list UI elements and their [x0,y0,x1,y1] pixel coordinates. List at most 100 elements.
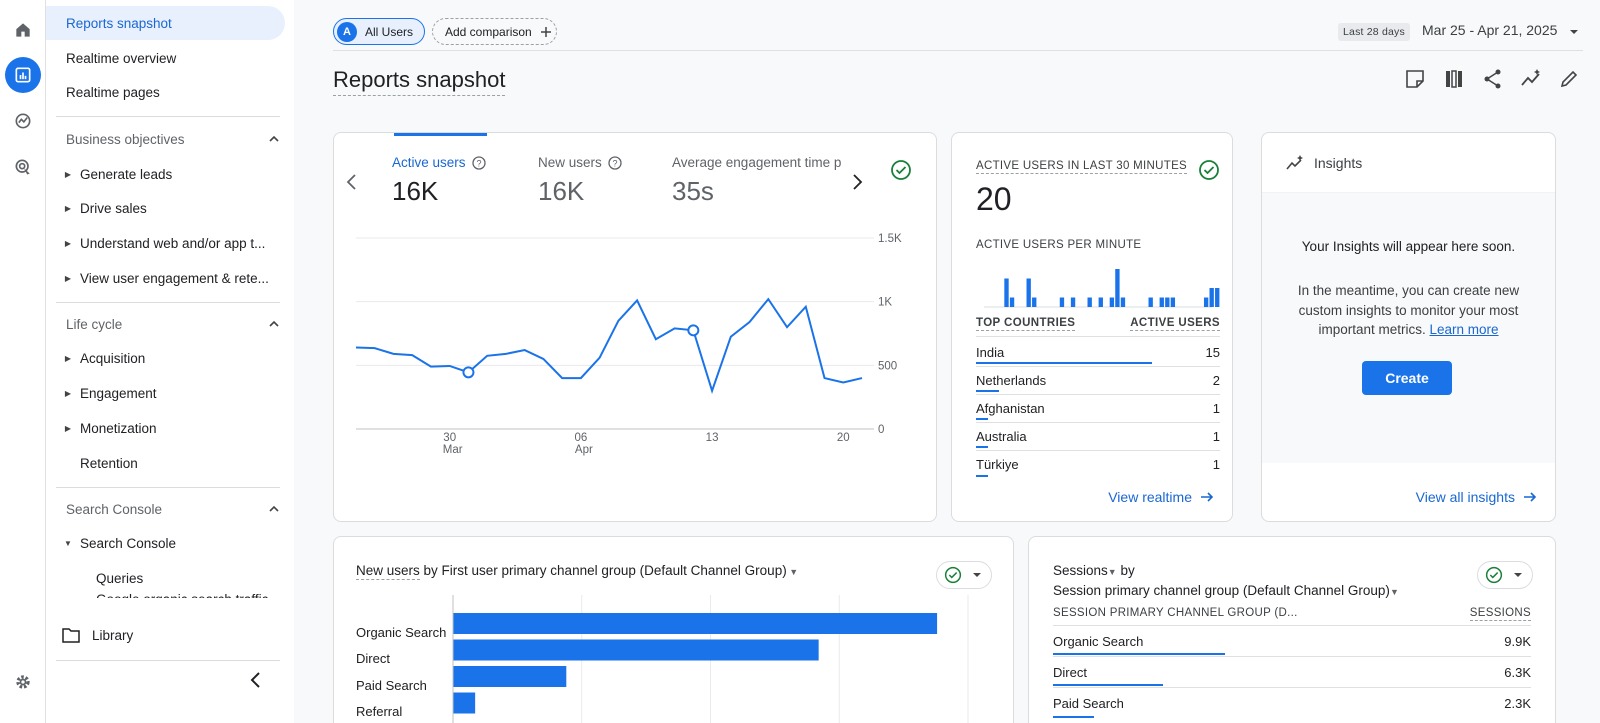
status-check-icon[interactable] [890,159,912,181]
explore-icon[interactable] [5,103,41,139]
status-check-dropdown[interactable] [1477,561,1533,589]
row-bar [976,446,988,448]
card-title[interactable]: New users by First user primary channel … [356,563,799,580]
notes-icon[interactable] [1404,68,1426,90]
view-all-insights-link[interactable]: View all insights [1416,489,1537,505]
page-title: Reports snapshot [333,67,506,96]
sidebar-item-engagement[interactable]: ▶ Engagement [56,376,276,410]
help-icon[interactable]: ? [608,155,622,170]
metric-active-users[interactable]: Active users ? 16K [392,155,486,207]
minute-bar [1159,297,1164,307]
advertising-icon[interactable] [5,149,41,185]
realtime-value: 20 [976,181,1012,217]
channel-group-header: SESSION PRIMARY CHANNEL GROUP (D... [1053,607,1298,619]
divider [56,487,280,488]
table-row: India 15 [976,339,1220,367]
insights-header: Insights [1262,133,1555,193]
settings-gear-icon[interactable] [5,664,41,700]
left-rail [0,0,46,723]
sidebar-item-acquisition[interactable]: ▶ Acquisition [56,341,276,375]
sidebar-item-realtime-overview[interactable]: Realtime overview [66,50,177,66]
status-check-icon[interactable] [1198,159,1220,181]
card-subtitle[interactable]: Session primary channel group (Default C… [1053,583,1399,598]
sidebar-item-realtime-pages[interactable]: Realtime pages [66,84,160,100]
sidebar-item-library[interactable]: Library [62,618,133,652]
home-icon[interactable] [5,12,41,48]
create-insight-button[interactable]: Create [1362,361,1452,395]
insights-sparkle-icon[interactable] [1520,68,1542,90]
row-bar [976,390,1000,392]
sidebar-item-reports-snapshot[interactable]: Reports snapshot [46,6,285,40]
section-life-cycle[interactable]: Life cycle [66,307,280,341]
chevron-up-icon [269,320,279,327]
sidebar-item-drive-sales[interactable]: ▶ Drive sales [56,191,276,225]
dropdown-arrow-icon [1514,573,1522,577]
sidebar-item-retention[interactable]: Retention [80,455,138,471]
metric-avg-engagement-time[interactable]: Average engagement time p 35s [672,155,842,206]
section-search-console[interactable]: Search Console [66,492,280,526]
minute-bar [1209,288,1214,307]
help-icon[interactable]: ? [471,155,486,170]
caret-right-icon: ▶ [64,203,72,213]
view-realtime-link[interactable]: View realtime [1108,489,1214,505]
sidebar-item-queries[interactable]: Queries [96,570,144,586]
selected-tab-indicator [394,133,487,136]
row-bar [976,362,1152,364]
chevron-left-icon[interactable] [345,173,359,191]
y-tick-label: 500 [878,360,897,372]
share-icon[interactable] [1482,68,1504,90]
status-check-dropdown[interactable] [936,561,992,589]
plus-icon [540,26,551,37]
bar-2 [453,666,567,687]
table-row: Türkiye 1 [976,451,1220,479]
table-row: Paid Search 2.3K [1053,689,1531,719]
date-range[interactable]: Mar 25 - Apr 21, 2025 [1422,22,1558,38]
chevron-right-icon[interactable] [850,173,864,191]
dropdown-arrow-icon[interactable] [1568,26,1580,38]
bar-1 [453,639,819,661]
row-bar [1053,653,1226,655]
status-check-icon [944,566,962,584]
scroll-mask [46,598,294,610]
minute-bar [1115,269,1120,307]
insights-sparkle-icon [1286,154,1303,170]
sidebar-item-monetization[interactable]: ▶ Monetization [56,411,276,445]
collapse-chevron-left-icon[interactable] [246,670,266,690]
caret-right-icon: ▶ [64,423,72,433]
insights-body: Your Insights will appear here soon. In … [1262,193,1555,463]
sessions-header: SESSIONS [1469,607,1531,621]
minute-bar [1203,297,1209,307]
minute-bar [1059,297,1065,307]
sidebar-item-generate-leads[interactable]: ▶ Generate leads [56,157,276,191]
sidebar-item-search-console[interactable]: ▼ Search Console [56,526,276,560]
sessions-channel-card: Sessions▼ by Session primary channel gro… [1028,536,1556,723]
table-row: Afghanistan 1 [976,395,1220,423]
metric-new-users[interactable]: New users ? 16K [538,155,622,207]
all-users-chip[interactable]: A All Users [333,18,425,45]
divider [56,302,280,303]
learn-more-link[interactable]: Learn more [1429,322,1499,337]
x-tick-label: 06 [574,432,587,444]
minute-bar [1009,297,1015,307]
data-point-marker [687,324,700,337]
divider [56,116,280,117]
reports-icon[interactable] [5,57,41,93]
section-business-objectives[interactable]: Business objectives [66,122,280,156]
y-tick-label: 1.5K [878,233,902,245]
edit-pencil-icon[interactable] [1558,68,1580,90]
minute-bar [1215,288,1220,307]
compare-columns-icon[interactable] [1443,68,1465,90]
sidebar-item-understand-traffic[interactable]: ▶ Understand web and/or app t... [56,226,276,260]
add-comparison-button[interactable]: Add comparison [432,18,557,45]
data-point-marker [462,366,475,379]
caret-right-icon: ▶ [64,273,72,283]
sidebar-item-user-engagement[interactable]: ▶ View user engagement & rete... [56,261,276,295]
table-row: Netherlands 2 [976,367,1220,395]
card-title[interactable]: Sessions▼ by [1053,563,1135,578]
bar-label: Organic Search [356,625,447,640]
chevron-up-icon [269,505,279,512]
minute-bar [1032,297,1037,307]
bar-3 [453,692,476,714]
caret-right-icon: ▶ [64,353,72,363]
minute-bar [1148,297,1153,307]
